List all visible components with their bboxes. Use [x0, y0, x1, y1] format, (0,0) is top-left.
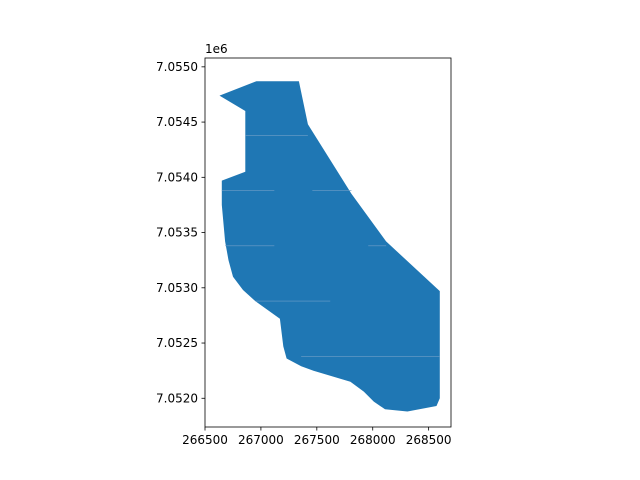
- x-tick-label: 268500: [406, 433, 452, 447]
- y-tick-label: 7.0530: [156, 281, 198, 295]
- x-tick-label: 268000: [350, 433, 396, 447]
- y-tick-label: 7.0520: [156, 391, 198, 405]
- plot-area: [219, 81, 440, 412]
- y-tick-label: 7.0525: [156, 336, 198, 350]
- region-polygon: [219, 81, 440, 412]
- x-tick-label: 267000: [238, 433, 284, 447]
- y-tick-label: 7.0545: [156, 115, 198, 129]
- internal-boundaries: [221, 135, 440, 357]
- y-axis-offset-label: 1e6: [205, 42, 228, 56]
- x-tick-label: 266500: [182, 433, 228, 447]
- x-tick-label: 267500: [294, 433, 340, 447]
- y-tick-label: 7.0540: [156, 170, 198, 184]
- axes-frame: [204, 57, 452, 428]
- y-axis: 7.0520 7.0525 7.0530 7.0535 7.0540 7.0545 7.05…: [156, 60, 205, 405]
- y-tick-label: 7.0535: [156, 226, 198, 240]
- x-axis: 266500 267000 267500 268000 268500: [182, 427, 452, 447]
- y-tick-label: 7.0550: [156, 60, 198, 74]
